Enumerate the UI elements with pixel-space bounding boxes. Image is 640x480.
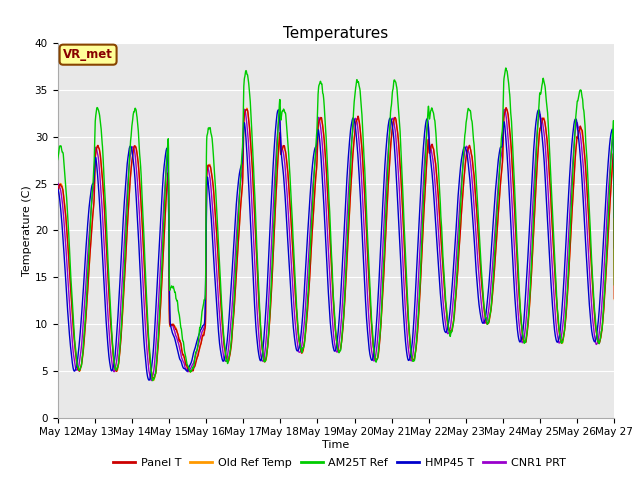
AM25T Ref <box>611 282 618 288</box>
Line: AM25T Ref: AM25T Ref <box>58 68 614 381</box>
Text: VR_met: VR_met <box>63 48 113 61</box>
CNR1 PRT <box>611 245 618 251</box>
AM25T Ref <box>502 65 509 71</box>
Old Ref Temp <box>562 316 570 322</box>
Panel T <box>502 105 510 110</box>
AM25T Ref <box>365 252 372 258</box>
Line: CNR1 PRT: CNR1 PRT <box>58 109 614 381</box>
CNR1 PRT <box>365 312 372 318</box>
Old Ref Temp <box>611 297 618 302</box>
Panel T <box>611 296 618 301</box>
Panel T <box>54 192 61 197</box>
Panel T <box>498 164 506 170</box>
AM25T Ref <box>577 87 585 93</box>
Line: Old Ref Temp: Old Ref Temp <box>58 108 614 380</box>
CNR1 PRT <box>562 285 570 290</box>
CNR1 PRT <box>577 139 585 144</box>
Panel T <box>365 266 372 272</box>
Panel T <box>577 126 585 132</box>
AM25T Ref <box>54 157 61 163</box>
CNR1 PRT <box>209 212 217 217</box>
HMP45 T <box>365 338 372 344</box>
Old Ref Temp <box>353 116 360 122</box>
Panel T <box>209 182 217 188</box>
HMP45 T <box>209 247 217 252</box>
HMP45 T <box>611 215 618 220</box>
Title: Temperatures: Temperatures <box>284 25 388 41</box>
Panel T <box>353 118 360 123</box>
HMP45 T <box>577 164 585 170</box>
Old Ref Temp <box>577 125 585 131</box>
AM25T Ref <box>148 378 156 384</box>
Legend: Panel T, Old Ref Temp, AM25T Ref, HMP45 T, CNR1 PRT: Panel T, Old Ref Temp, AM25T Ref, HMP45 … <box>109 453 570 472</box>
AM25T Ref <box>209 148 217 154</box>
HMP45 T <box>562 246 570 252</box>
Panel T <box>562 317 570 323</box>
CNR1 PRT <box>148 378 156 384</box>
CNR1 PRT <box>241 107 248 112</box>
Y-axis label: Temperature (C): Temperature (C) <box>22 185 32 276</box>
X-axis label: Time: Time <box>323 440 349 450</box>
AM25T Ref <box>353 81 360 87</box>
CNR1 PRT <box>499 147 506 153</box>
CNR1 PRT <box>353 118 360 123</box>
HMP45 T <box>54 186 61 192</box>
Old Ref Temp <box>209 183 217 189</box>
AM25T Ref <box>498 130 506 136</box>
Old Ref Temp <box>150 377 157 383</box>
HMP45 T <box>145 377 153 383</box>
Old Ref Temp <box>365 271 372 277</box>
HMP45 T <box>535 107 543 113</box>
Line: HMP45 T: HMP45 T <box>58 110 614 380</box>
HMP45 T <box>353 132 360 138</box>
HMP45 T <box>498 144 506 149</box>
Old Ref Temp <box>499 163 506 168</box>
Panel T <box>149 377 157 383</box>
CNR1 PRT <box>54 180 61 186</box>
Line: Panel T: Panel T <box>58 108 614 380</box>
Old Ref Temp <box>54 193 61 199</box>
Old Ref Temp <box>243 105 251 111</box>
AM25T Ref <box>562 312 570 317</box>
